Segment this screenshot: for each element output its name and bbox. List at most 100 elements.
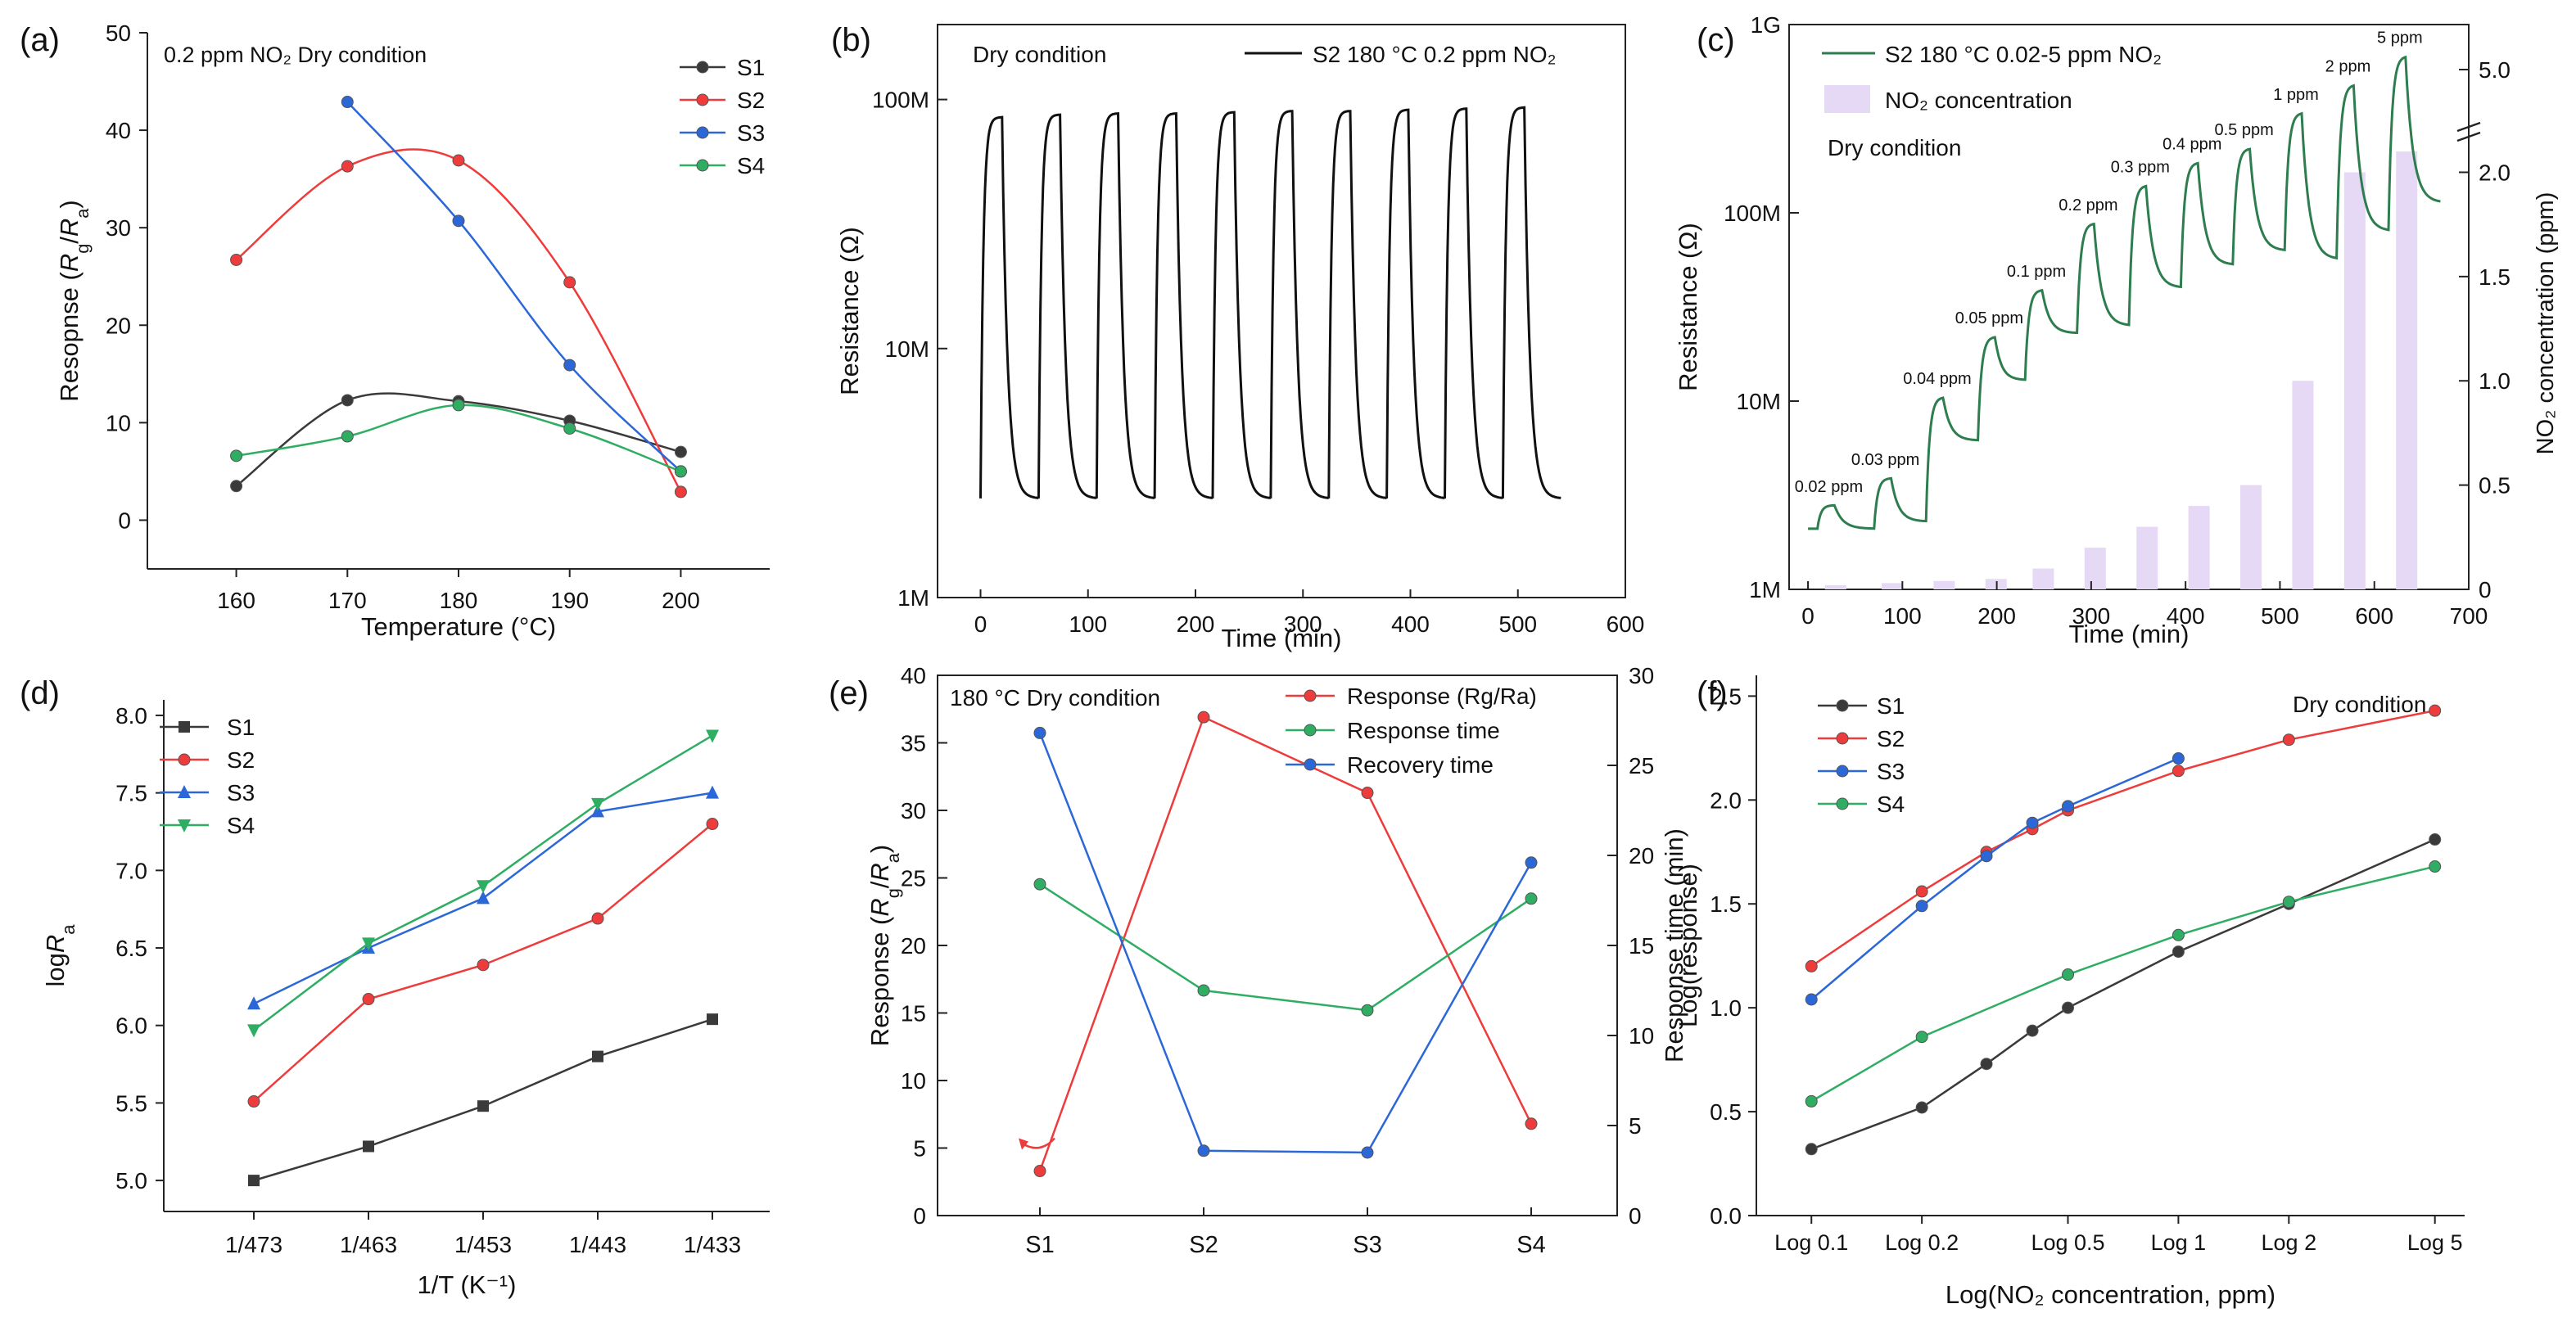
legend-marker-S1 [696, 61, 709, 74]
data-point-S4 [362, 937, 375, 951]
data-point-S2 [341, 160, 354, 173]
series-line-S4 [236, 404, 681, 473]
data-point-S3 [2172, 752, 2185, 765]
x-tick-label: 500 [1498, 611, 1537, 637]
legend-marker-S3 [696, 126, 709, 139]
y2-tick-label: 2.0 [2479, 160, 2510, 185]
y2-tick-label: 0 [1629, 1203, 1642, 1229]
data-point-S2 [247, 1095, 260, 1108]
data-point-S1 [2429, 833, 2442, 846]
legend-marker [1304, 758, 1317, 771]
data-point-S3 [341, 96, 354, 109]
series-line-S3 [1810, 757, 2179, 1000]
legend-marker [1304, 724, 1317, 737]
y-tick-label: 15 [901, 1001, 926, 1026]
y-axis-label: Log(response) [1674, 864, 1702, 1027]
concentration-bar [2084, 548, 2106, 589]
panel-e: S1 S2 S3 S4 0 5 10 15 20 25 30 35 40 0 5 10 15 20 25 30 (e) 1… [829, 663, 1688, 1258]
y-tick-label: 7.0 [115, 858, 147, 883]
series-line-S1 [253, 1017, 713, 1182]
legend-label: Response time [1347, 718, 1500, 743]
y-tick-label: 1.5 [1710, 891, 1742, 917]
concentration-label: 0.02 ppm [1795, 478, 1863, 496]
y2-tick-label: 5.0 [2479, 57, 2510, 83]
x-tick-label: 0 [1801, 603, 1814, 629]
data-point-S1 [363, 1140, 374, 1153]
plot-frame [937, 24, 1626, 598]
y-tick-label: 40 [106, 118, 131, 143]
resistance-curve [1808, 55, 2441, 530]
data-point-S1 [1915, 1101, 1928, 1114]
x-axis-label: Temperature (°C) [361, 612, 556, 641]
x-tick-label: 400 [1391, 611, 1430, 637]
data-point [1033, 878, 1046, 891]
y-tick-label: 0 [913, 1203, 926, 1229]
legend-label: S4 [737, 153, 765, 178]
panel-c: 0 100 200 300 400 500 600 700 1M 10M 100M 1G 0 0.5 1.0… [1674, 12, 2559, 648]
x-tick-label: 200 [662, 588, 700, 613]
data-point-S1 [477, 1100, 489, 1112]
x-tick-label: Log 0.1 [1774, 1230, 1848, 1255]
data-point [1033, 1165, 1046, 1178]
data-point-S4 [2429, 860, 2442, 873]
data-point-S2 [1805, 959, 1818, 972]
y2-axis-label: Response time (min) [1660, 828, 1688, 1063]
x-tick-label: 1/443 [569, 1232, 626, 1257]
y-tick-label: 2.0 [1710, 787, 1742, 813]
x-tick-label: 600 [2355, 603, 2393, 629]
data-point [1361, 1004, 1374, 1017]
x-tick-label: 200 [1977, 603, 2016, 629]
data-point-S4 [452, 399, 465, 412]
data-point-S1 [674, 445, 687, 458]
concentration-bar [2396, 151, 2418, 589]
legend-label: S3 [737, 120, 765, 146]
legend-label: S4 [1877, 792, 1905, 817]
concentration-label: 0.1 ppm [2007, 263, 2066, 281]
data-point-S1 [2062, 1001, 2075, 1014]
data-point-S3 [247, 996, 260, 1010]
y-tick-label: 10M [1737, 389, 1781, 414]
data-point-S3 [563, 359, 576, 372]
legend-label: S2 [737, 88, 765, 113]
legend-label: S3 [227, 780, 255, 805]
legend-marker-S2 [696, 93, 709, 106]
y-axis-label: Response (Rg/Ra) [865, 845, 903, 1046]
x-tick-label: 0 [974, 611, 987, 637]
legend-marker-S1 [1836, 699, 1849, 712]
data-point-S1 [1980, 1058, 1993, 1071]
panel-label: (b) [831, 22, 871, 58]
data-point-S1 [248, 1175, 260, 1187]
legend-marker-S2 [178, 753, 191, 766]
y-tick-label: 20 [901, 933, 926, 959]
data-point-S3 [1915, 900, 1928, 913]
x-tick-label: 1/453 [454, 1232, 512, 1257]
series-line [1038, 715, 1533, 1171]
legend-marker [1304, 689, 1317, 702]
data-point-S4 [706, 729, 719, 743]
data-point-S3 [452, 214, 465, 228]
x-tick-label: 190 [550, 588, 589, 613]
data-point-S4 [477, 880, 490, 894]
data-point [1197, 711, 1210, 724]
data-point [1525, 856, 1538, 869]
data-point-S4 [2172, 928, 2185, 941]
series-line-S2 [1810, 709, 2435, 968]
y-tick-label: 2.5 [1710, 684, 1742, 709]
y2-tick-label: 0 [2479, 577, 2492, 602]
y-tick-label: 10 [106, 410, 131, 435]
y-tick-label: 0 [118, 508, 131, 533]
y-tick-label: 10 [901, 1068, 926, 1094]
resistance-curve [979, 106, 1561, 499]
x-tick-label: 180 [440, 588, 478, 613]
y-tick-label: 40 [901, 663, 926, 688]
legend-marker-S2 [1836, 732, 1849, 745]
concentration-bar [2240, 485, 2262, 589]
y-axis-label: Resistance (Ω) [1674, 223, 1702, 391]
annotation: Dry condition [1828, 135, 1961, 160]
data-point-S2 [2172, 765, 2185, 778]
y-tick-label: 25 [901, 866, 926, 891]
x-tick-label: Log 1 [2151, 1230, 2207, 1255]
x-tick-label: 160 [217, 588, 255, 613]
data-point-S2 [362, 993, 375, 1006]
x-axis-label: Log(NO₂ concentration, ppm) [1946, 1280, 2275, 1309]
